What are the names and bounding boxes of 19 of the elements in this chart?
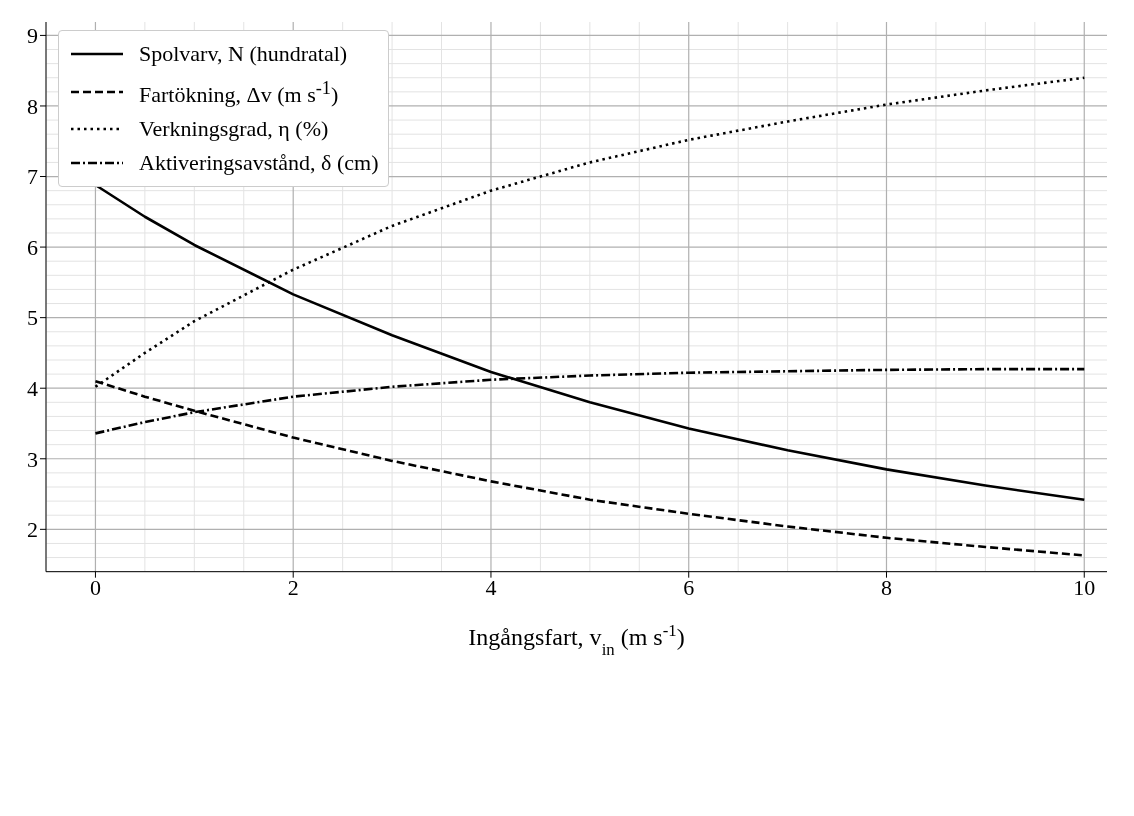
x-axis-title: Ingångsfart, v$_{in}$ (m s$^{-1}$) <box>468 620 685 659</box>
x-tick-label: 2 <box>287 575 299 601</box>
legend-label: Verkningsgrad, η (%) <box>139 115 329 144</box>
y-tick-label: 8 <box>27 93 38 119</box>
y-tick-label: 3 <box>27 446 38 472</box>
legend-label: Fartökning, Δv (m s$^{-1}$) <box>139 77 339 110</box>
x-tick-label: 4 <box>485 575 497 601</box>
y-tick-label: 2 <box>27 517 38 543</box>
legend-label: Spolvarv, N (hundratal) <box>139 40 348 68</box>
x-tick-label: 0 <box>89 575 101 601</box>
x-tick-label: 10 <box>1073 575 1096 601</box>
y-tick-label: 5 <box>27 305 38 331</box>
y-tick-label: 4 <box>27 376 38 402</box>
legend-label: Aktiveringsavstånd, δ (cm) <box>139 149 379 178</box>
y-tick-label: 6 <box>27 234 38 260</box>
y-tick-label: 9 <box>27 23 38 49</box>
x-tick-label: 8 <box>880 575 892 601</box>
x-tick-label: 6 <box>683 575 695 601</box>
y-tick-label: 7 <box>27 164 38 190</box>
